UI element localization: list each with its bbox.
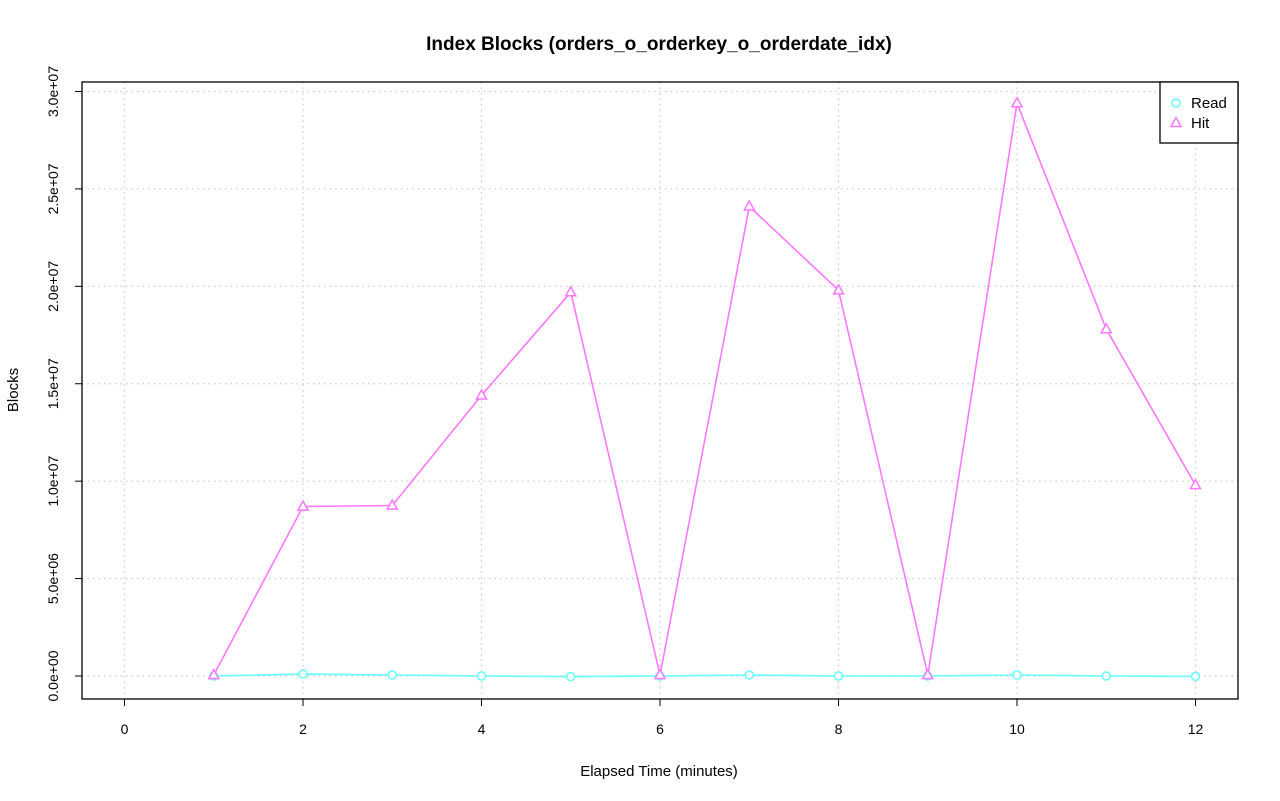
data-point-hit <box>832 283 845 295</box>
y-tick-label: 0.0e+00 <box>45 650 61 701</box>
x-tick-label: 4 <box>478 721 486 737</box>
y-axis: 0.0e+00 5.0e+06 1.0e+07 1.5e+07 2.0e+07 2.5e+… <box>45 66 82 702</box>
legend-box <box>1159 81 1239 144</box>
x-axis: 0 2 4 6 8 10 12 <box>121 699 1204 737</box>
x-tick-label: 12 <box>1188 721 1204 737</box>
x-tick-label: 8 <box>835 721 843 737</box>
data-point-read <box>1012 670 1022 680</box>
data-point-hit <box>921 668 935 680</box>
legend: Read Hit <box>1159 81 1239 144</box>
legend-label-hit: Hit <box>1191 115 1210 132</box>
data-point-hit <box>385 498 399 510</box>
data-point-hit <box>1099 322 1113 334</box>
y-tick-label: 1.0e+07 <box>45 455 61 506</box>
data-point-hit <box>1189 478 1202 490</box>
x-tick-label: 10 <box>1009 721 1025 737</box>
data-point-read <box>833 671 844 681</box>
y-tick-label: 2.0e+07 <box>45 261 61 312</box>
y-tick-label: 3.0e+07 <box>45 66 61 117</box>
series-line-read <box>213 673 1196 678</box>
data-point-read <box>1101 671 1111 681</box>
y-tick-label: 2.5e+07 <box>45 163 61 214</box>
x-tick-label: 0 <box>121 721 129 737</box>
x-axis-label: Elapsed Time (minutes) <box>580 763 738 780</box>
data-point-hit <box>564 285 578 297</box>
data-point-hit <box>653 668 667 680</box>
series-line-hit <box>213 100 1197 676</box>
grid <box>82 82 1238 699</box>
x-tick-label: 2 <box>299 721 307 737</box>
x-tick-label: 6 <box>656 721 664 737</box>
data-point-hit <box>475 388 488 400</box>
data-point-read <box>387 670 397 680</box>
series-layer <box>207 96 1202 682</box>
y-tick-label: 1.5e+07 <box>45 358 61 409</box>
y-axis-label: Blocks <box>5 368 22 412</box>
chart-title: Index Blocks (orders_o_orderkey_o_orderd… <box>426 34 892 55</box>
series-hit <box>207 96 1202 680</box>
data-point-hit <box>296 499 310 511</box>
data-point-read <box>566 671 576 682</box>
data-point-read <box>744 670 754 680</box>
y-tick-label: 5.0e+06 <box>45 553 61 604</box>
data-point-read <box>476 671 487 681</box>
data-point-read <box>1190 671 1201 682</box>
legend-marker-hit <box>1169 115 1183 128</box>
legend-label-read: Read <box>1191 95 1227 112</box>
series-read <box>209 669 1201 682</box>
legend-marker-read <box>1171 98 1181 108</box>
data-point-read <box>298 669 308 679</box>
data-point-hit <box>207 668 221 680</box>
data-point-hit <box>1010 96 1024 108</box>
data-point-hit <box>742 199 756 211</box>
